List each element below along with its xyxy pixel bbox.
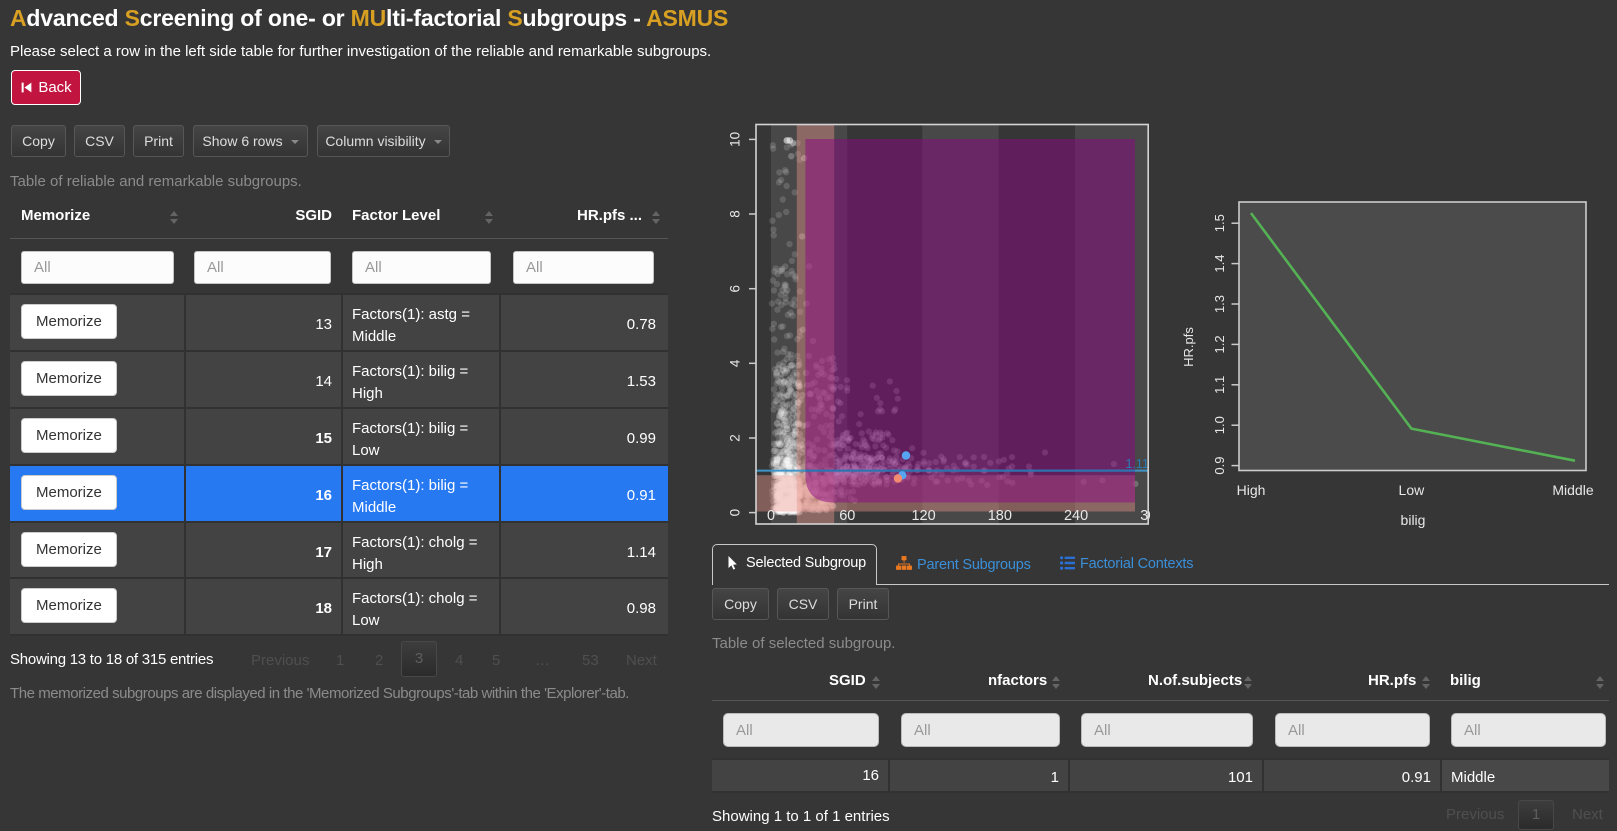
svg-text:HR.pfs: HR.pfs	[1181, 327, 1196, 367]
svg-text:1.2: 1.2	[1212, 335, 1227, 353]
svg-text:6: 6	[728, 285, 743, 293]
svg-text:1.11: 1.11	[1126, 457, 1149, 471]
svg-text:High: High	[1237, 482, 1266, 498]
svg-text:300: 300	[1140, 508, 1150, 524]
svg-text:bilig: bilig	[1401, 512, 1426, 528]
svg-text:1.0: 1.0	[1212, 416, 1227, 434]
svg-text:1.4: 1.4	[1212, 255, 1227, 273]
svg-text:240: 240	[1064, 508, 1088, 524]
svg-text:1.5: 1.5	[1212, 214, 1227, 232]
svg-text:2: 2	[728, 434, 743, 442]
svg-text:1.1: 1.1	[1212, 376, 1227, 394]
svg-text:0: 0	[767, 508, 775, 524]
svg-text:8: 8	[728, 210, 743, 218]
svg-text:Middle: Middle	[1552, 482, 1593, 498]
svg-text:120: 120	[911, 508, 935, 524]
svg-text:Low: Low	[1399, 482, 1426, 498]
svg-text:60: 60	[839, 508, 855, 524]
svg-text:180: 180	[988, 508, 1012, 524]
svg-text:1.3: 1.3	[1212, 295, 1227, 313]
svg-text:0: 0	[728, 509, 743, 517]
svg-text:10: 10	[728, 132, 743, 147]
svg-text:4: 4	[728, 359, 743, 367]
svg-text:0.9: 0.9	[1212, 457, 1227, 475]
